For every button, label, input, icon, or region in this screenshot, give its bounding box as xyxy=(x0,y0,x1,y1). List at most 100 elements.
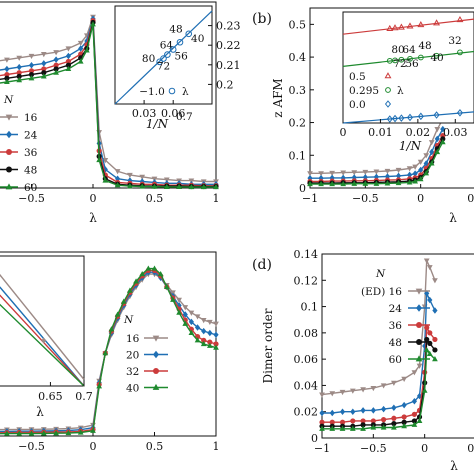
panel-d-legend-label-4: 60 xyxy=(389,354,402,366)
panel-c-point-3-30 xyxy=(213,344,219,350)
panel-b-inset-point-2-0 xyxy=(386,115,393,123)
panel-d-point-4-3 xyxy=(349,425,356,431)
panel-d-point-0-5 xyxy=(370,385,377,392)
panel-d-point-3-12 xyxy=(424,336,430,343)
panel-d-legend-marker-1 xyxy=(416,304,422,312)
panel-b-inset-point-0-5 xyxy=(433,19,441,26)
panel-d-xtick-label-3: 0.5 xyxy=(467,442,474,455)
panel-b-ytick-label-5: 0.5 xyxy=(289,18,307,31)
panel-a-point-0-15 xyxy=(127,172,133,179)
panel-a-point-3-4 xyxy=(16,73,22,79)
panel-a-point-4-22 xyxy=(213,183,219,190)
panel-a-point-4-10 xyxy=(83,47,90,53)
panel-a-point-4-15 xyxy=(127,183,133,189)
panel-b-point-0-12 xyxy=(423,153,430,159)
panel-a-point-4-13 xyxy=(102,177,109,183)
panel-a-xtick-label-1: 0 xyxy=(90,192,97,205)
panel-d-point-4-6 xyxy=(380,424,387,430)
panel-d-point-4-1 xyxy=(329,425,336,431)
panel-b-inset-legend-symbol-1: λ xyxy=(397,85,404,97)
panel-a-point-0-13 xyxy=(102,158,109,164)
panel-c-legend-title: N xyxy=(123,314,134,326)
panel-d-ytick-label-3: 0.06 xyxy=(294,353,319,366)
panel-c-point-0-29 xyxy=(206,319,213,326)
panel-a-point-4-3 xyxy=(4,78,10,85)
panel-b-inset-point-0-2 xyxy=(397,23,405,30)
panel-b-point-0-6 xyxy=(373,169,380,175)
panel-c-point-3-12 xyxy=(102,350,109,356)
panel-d-point-1-13 xyxy=(427,296,433,304)
panel-d-legend-marker-2 xyxy=(416,322,422,328)
panel-c-xtick-label-2: 0.5 xyxy=(146,440,164,453)
panel-a-point-0-9 xyxy=(77,40,84,47)
panel-a-point-1-4 xyxy=(16,63,22,71)
panel-b-inset-point-0-6 xyxy=(456,15,464,23)
panel-d-legend-label-1: 24 xyxy=(389,303,403,315)
panel-d-point-1-5 xyxy=(370,407,376,414)
panel-c-point-3-10 xyxy=(90,427,96,433)
panel-b-inset-point-1-6 xyxy=(457,49,463,56)
panel-c-inset-line-0 xyxy=(0,273,85,380)
panel-d-ytick-label-7: 0.14 xyxy=(294,248,319,261)
panel-d-point-4-2 xyxy=(339,425,346,431)
panel-b-inset-point-1-1 xyxy=(392,57,398,64)
panel-c-point-3-27 xyxy=(194,337,201,343)
panel-b-point-4-10 xyxy=(412,178,418,184)
panel-b: −1 −0.5 0 0.5 0 0.1 0.2 0.3 0.4 0.5 λ z AFM (b) 80 72 6… xyxy=(252,7,474,225)
panel-b-point-4-13 xyxy=(428,160,435,166)
panel-d-point-2-9 xyxy=(411,411,417,417)
panel-b-series-line-1 xyxy=(310,128,444,179)
panel-c-point-3-3 xyxy=(4,430,10,436)
panel-b-ytick-label-3: 0.3 xyxy=(289,84,307,97)
panel-b-inset-point-0-1 xyxy=(391,24,399,31)
panel-d-point-4-13 xyxy=(426,350,433,356)
panel-a-legend-title: N xyxy=(3,94,14,106)
panel-c-point-3-4 xyxy=(16,430,23,436)
panel-b-inset-point-1-3 xyxy=(407,55,413,62)
panel-a-xtick-label-2: 0.5 xyxy=(146,192,164,205)
panel-d-legend-label-0: (ED) 16 xyxy=(361,286,402,298)
panel-a-inset-ytick-label-3: 0.23 xyxy=(216,20,241,33)
panel-c-point-3-23 xyxy=(170,296,176,302)
panel-b-inset-xtick-label-3: 0.03 xyxy=(443,126,468,139)
panel-a-legend-label-4: 60 xyxy=(24,182,37,194)
panel-d-point-4-10 xyxy=(416,417,423,423)
panel-d-point-2-5 xyxy=(370,418,376,424)
panel-b-point-1-15 xyxy=(440,125,446,133)
panel-d-point-0-7 xyxy=(391,380,397,386)
panel-c-inset-line-3 xyxy=(0,303,85,387)
panel-d-point-2-7 xyxy=(391,415,397,421)
panel-b-point-1-8 xyxy=(395,172,402,180)
panel-c: −0.5 0 0.5 1 N 16 20 32 40 0.65 0.7 λ xyxy=(0,251,220,453)
panel-d-point-0-13 xyxy=(426,265,433,271)
panel-b-inset-point-label-6: 32 xyxy=(448,35,461,47)
panel-c-point-1-30 xyxy=(213,331,219,339)
panel-a-point-3-7 xyxy=(53,66,59,72)
panel-d-point-2-8 xyxy=(401,414,407,420)
panel-b-tag: (b) xyxy=(252,11,272,27)
panel-a-point-0-6 xyxy=(40,52,47,58)
panel-d-ytick-label-1: 0.02 xyxy=(294,406,319,419)
panel-c-point-3-21 xyxy=(157,270,164,277)
panel-a-inset-legend-marker xyxy=(168,87,176,95)
panel-b-point-0-9 xyxy=(406,166,413,172)
panel-a-point-2-4 xyxy=(16,70,22,76)
panel-b-series-line-0 xyxy=(310,118,444,174)
panel-a-inset-point-label-4: 48 xyxy=(169,23,182,35)
panel-d-legend-label-2: 36 xyxy=(389,320,403,332)
panel-b-inset-point-label-0: 80 xyxy=(391,44,404,56)
panel-c-point-2-29 xyxy=(207,339,213,345)
panel-b-inset-point-label-4: 48 xyxy=(418,40,431,52)
panel-d-point-4-14 xyxy=(432,356,438,362)
panel-d-point-2-6 xyxy=(381,417,387,423)
panel-b-inset-frame xyxy=(342,11,474,124)
panel-a-inset-xlabel-sup: 0.7 xyxy=(176,111,193,123)
panel-b-point-0-0 xyxy=(307,171,313,177)
panel-a-inset-point-label-5: 40 xyxy=(191,33,204,45)
panel-b-point-4-1 xyxy=(318,180,324,187)
panel-d-point-3-7 xyxy=(391,420,397,427)
panel-a-inset-xtick-label-0: 0.03 xyxy=(132,107,157,120)
panel-b-inset-bg xyxy=(343,12,474,123)
